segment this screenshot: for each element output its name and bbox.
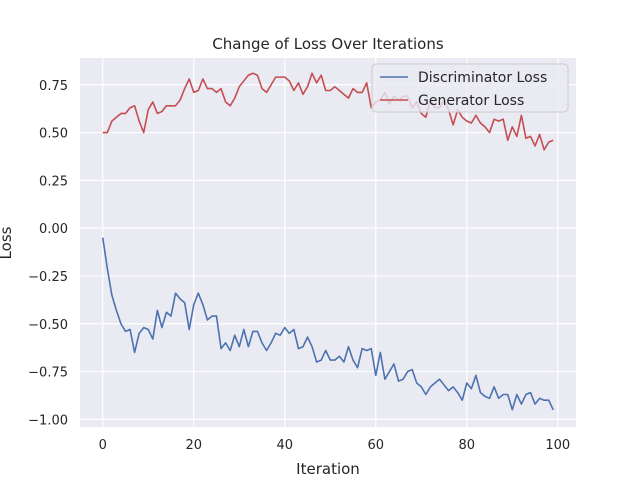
x-tick-label: 100 xyxy=(545,438,570,453)
y-tick-label: 0.50 xyxy=(39,127,68,142)
series-lines xyxy=(101,72,554,411)
y-axis-label: Loss xyxy=(0,226,15,259)
x-tick-label: 80 xyxy=(459,438,476,453)
x-axis-label: Iteration xyxy=(296,460,360,478)
x-tick-label: 20 xyxy=(185,438,202,453)
legend: Discriminator Loss Generator Loss xyxy=(371,63,569,113)
x-tick-labels: 0 20 40 60 80 100 xyxy=(99,438,571,453)
y-tick-label: −0.25 xyxy=(28,270,68,285)
y-tick-label: −0.75 xyxy=(28,366,68,381)
chart-title: Change of Loss Over Iterations xyxy=(212,35,444,53)
series-line-discriminator xyxy=(101,237,554,411)
x-tick-label: 40 xyxy=(276,438,293,453)
y-tick-label: 0.75 xyxy=(39,79,68,94)
legend-label-discriminator: Discriminator Loss xyxy=(418,70,547,86)
y-tick-label: 0.25 xyxy=(39,174,68,189)
y-tick-label: −0.50 xyxy=(28,318,68,333)
x-tick-label: 0 xyxy=(99,438,107,453)
legend-label-generator: Generator Loss xyxy=(418,93,524,109)
y-tick-label: −1.00 xyxy=(28,413,68,428)
y-tick-labels: −1.00 −0.75 −0.50 −0.25 0.00 0.25 0.50 0.75 xyxy=(28,79,68,429)
y-tick-label: 0.00 xyxy=(39,222,68,237)
x-tick-label: 60 xyxy=(368,438,385,453)
series-line-generator xyxy=(102,72,554,151)
legend-box xyxy=(371,63,569,113)
